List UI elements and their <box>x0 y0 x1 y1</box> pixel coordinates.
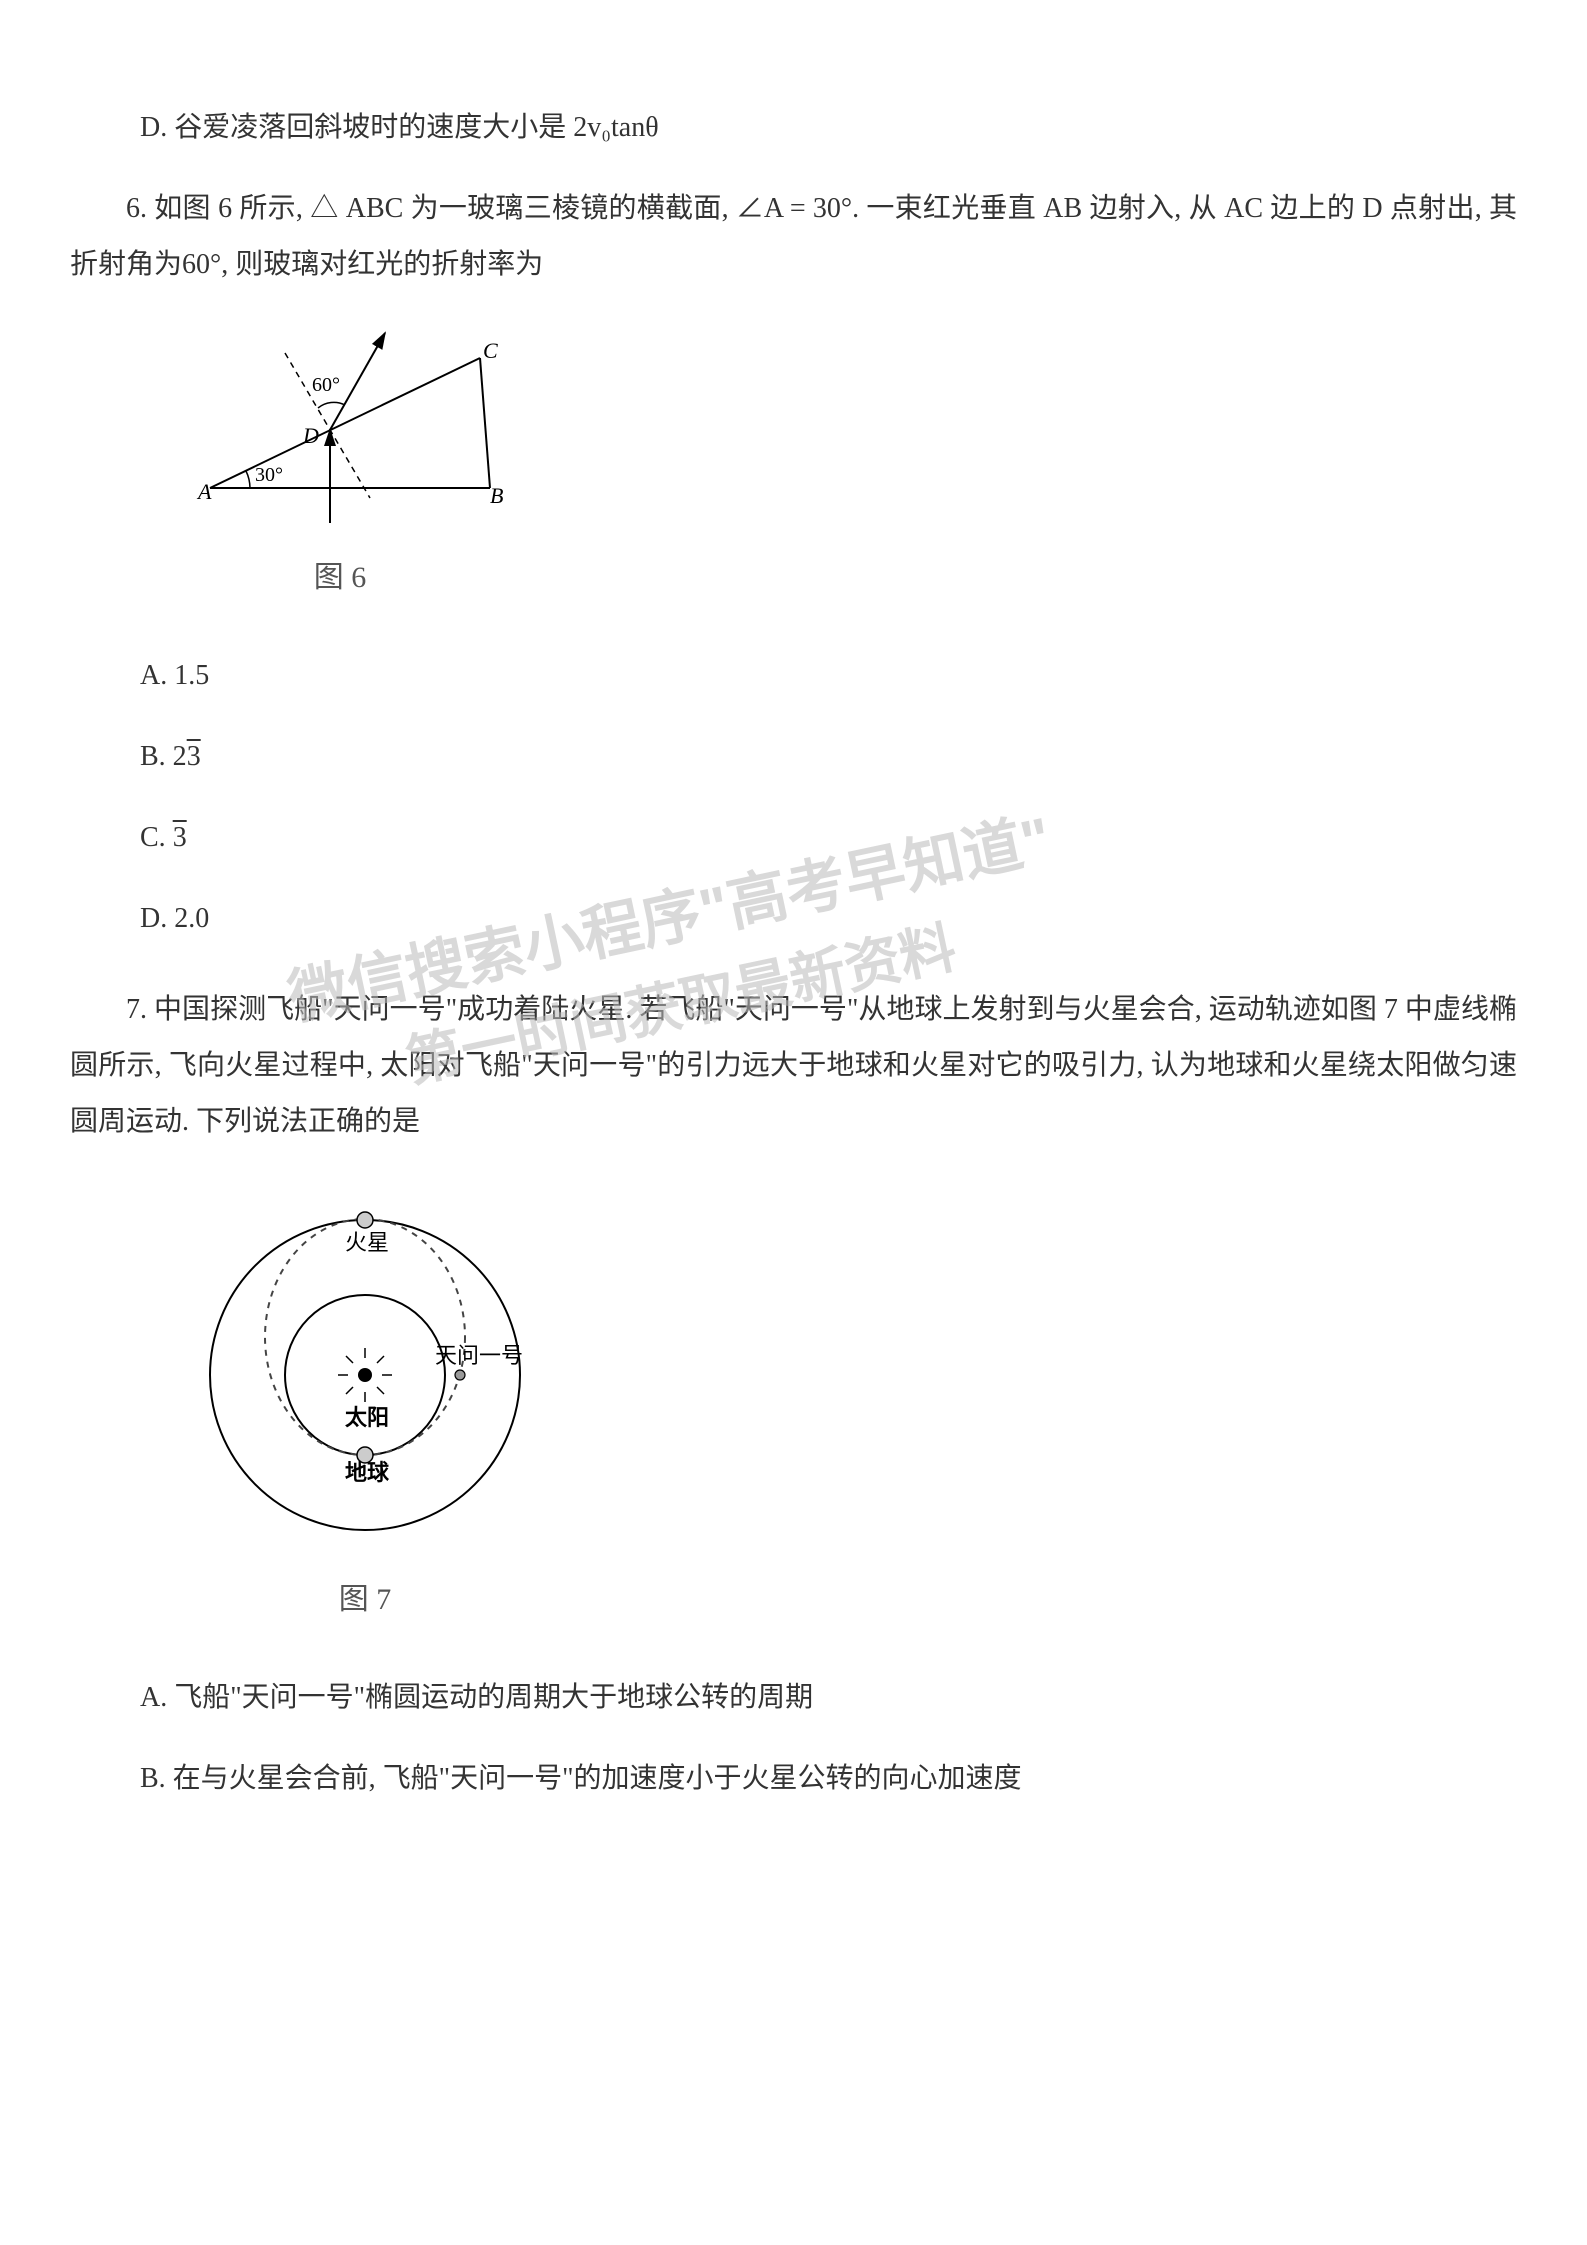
label-30: 30° <box>255 464 283 486</box>
label-earth: 地球 <box>345 1460 390 1485</box>
figure-7: 火星 太阳 地球 天问一号 图 7 <box>190 1180 1517 1630</box>
figure-7-svg: 火星 太阳 地球 天问一号 <box>190 1180 570 1550</box>
q6-stem: 6. 如图 6 所示, △ ABC 为一玻璃三棱镜的横截面, ∠A = 30°.… <box>70 181 1517 293</box>
q6-option-d-text: D. 2.0 <box>140 903 209 934</box>
line-bc <box>480 358 490 488</box>
q7-option-a: A. 飞船"天问一号"椭圆运动的周期大于地球公转的周期 <box>140 1670 1517 1726</box>
figure-6-caption: 图 6 <box>190 548 490 608</box>
label-sun: 太阳 <box>345 1405 389 1430</box>
label-b: B <box>490 483 503 508</box>
label-60: 60° <box>312 374 340 396</box>
label-a: A <box>196 479 212 504</box>
arc-60 <box>318 402 345 408</box>
label-c: C <box>483 338 498 363</box>
line-ac <box>210 358 480 488</box>
q7-option-a-text: A. 飞船"天问一号"椭圆运动的周期大于地球公转的周期 <box>140 1682 813 1713</box>
q6-option-a: A. 1.5 <box>140 648 1517 704</box>
q6-option-d: D. 2.0 <box>140 891 1517 947</box>
page-content: D. 谷爱凌落回斜坡时的速度大小是 2v₀tanθ 6. 如图 6 所示, △ … <box>70 100 1517 1807</box>
q6-option-b: B. 23 <box>140 729 1517 785</box>
q7-stem: 7. 中国探测飞船"天问一号"成功着陆火星. 若飞船"天问一号"从地球上发射到与… <box>70 982 1517 1150</box>
q7-stem-text: 7. 中国探测飞船"天问一号"成功着陆火星. 若飞船"天问一号"从地球上发射到与… <box>70 994 1517 1137</box>
label-mars: 火星 <box>345 1230 389 1255</box>
label-d: D <box>302 423 319 448</box>
probe-node <box>455 1370 465 1380</box>
figure-7-caption: 图 7 <box>190 1570 540 1630</box>
q6-option-c-text: C. 3 <box>140 822 187 853</box>
arc-30 <box>246 471 250 488</box>
q5-option-d-text: D. 谷爱凌落回斜坡时的速度大小是 2v₀tanθ <box>140 112 659 143</box>
figure-6: A B C D 30° 60° 图 6 <box>190 323 1517 608</box>
label-probe: 天问一号 <box>435 1343 523 1368</box>
q6-option-a-text: A. 1.5 <box>140 660 209 691</box>
q7-option-b-text: B. 在与火星会合前, 飞船"天问一号"的加速度小于火星公转的向心加速度 <box>140 1763 1022 1794</box>
q7-option-b: B. 在与火星会合前, 飞船"天问一号"的加速度小于火星公转的向心加速度 <box>140 1751 1517 1807</box>
q5-option-d: D. 谷爱凌落回斜坡时的速度大小是 2v₀tanθ <box>140 100 1517 156</box>
q6-stem-text: 6. 如图 6 所示, △ ABC 为一玻璃三棱镜的横截面, ∠A = 30°.… <box>70 193 1517 280</box>
q6-option-b-text: B. 23 <box>140 741 201 772</box>
q6-option-c: C. 3 <box>140 810 1517 866</box>
mars-node <box>357 1212 373 1228</box>
sun-icon <box>338 1348 392 1402</box>
figure-6-svg: A B C D 30° 60° <box>190 323 510 533</box>
